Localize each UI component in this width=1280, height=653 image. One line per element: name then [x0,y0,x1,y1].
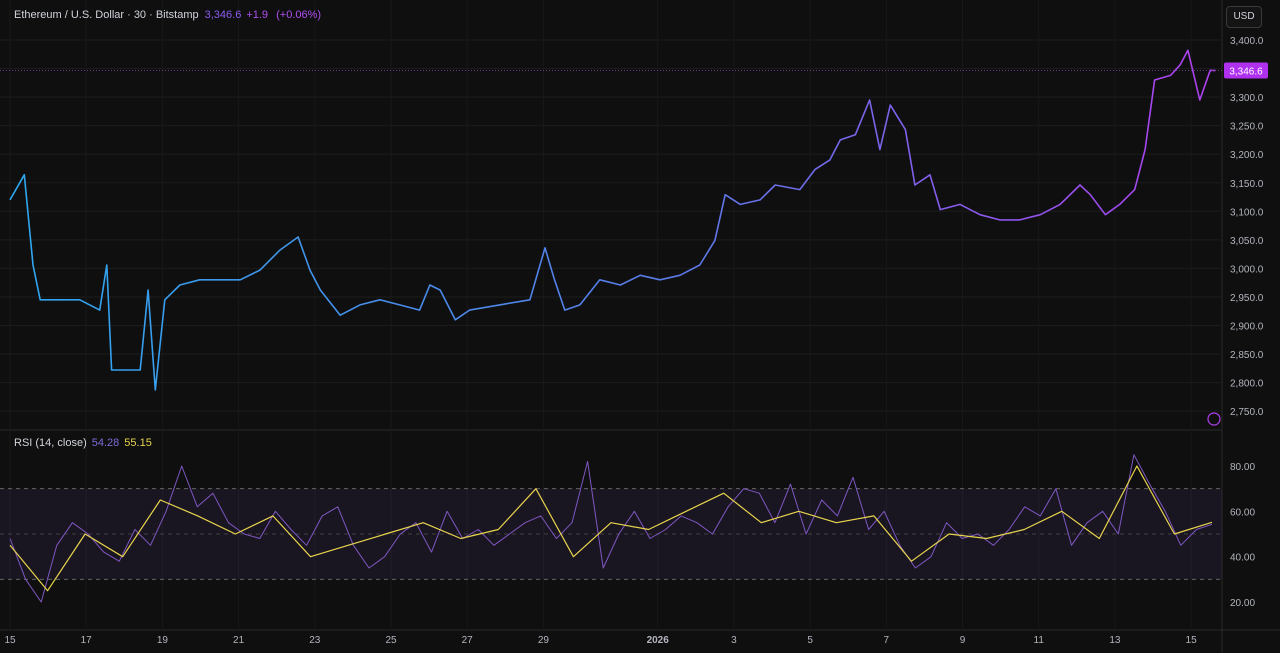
rsi-tick-label: 40.00 [1230,553,1255,564]
time-tick-label: 15 [4,635,16,646]
time-tick-label: 23 [309,635,321,646]
time-tick-label: 29 [538,635,550,646]
time-tick-label: 5 [807,635,813,646]
time-tick-label: 21 [233,635,245,646]
price-change-pct: (+0.06%) [276,9,322,21]
rsi-value: 54.28 [91,437,120,449]
time-tick-label: 19 [157,635,169,646]
time-tick-label: 27 [462,635,474,646]
symbol-legend: Ethereum / U.S. Dollar · 30 · Bitstamp 3,… [14,9,321,21]
time-tick-label: 9 [960,635,966,646]
rsi-ma-value: 55.15 [124,437,152,449]
time-tick-label: 11 [1034,635,1045,646]
rsi-legend: RSI (14, close) 54.28 55.15 [14,437,152,449]
rsi-line [9,454,1213,603]
rsi-tick-label: 20.00 [1230,598,1255,609]
price-tick-label: 2,950.0 [1230,293,1264,304]
price-tick-label: 2,850.0 [1230,350,1264,361]
time-tick-label: 25 [385,635,397,646]
time-tick-label: 15 [1186,635,1198,646]
price-tick-label: 3,150.0 [1230,179,1264,190]
price-tick-label: 2,900.0 [1230,322,1264,333]
price-tick-label: 3,250.0 [1230,122,1264,133]
time-tick-label: 17 [81,635,93,646]
time-tick-label: 3 [731,635,737,646]
rsi-tick-label: 60.00 [1230,507,1255,518]
price-tick-label: 3,300.0 [1230,93,1264,104]
price-tick-label: 2,800.0 [1230,379,1264,390]
last-price-tag-text: 3,346.6 [1229,66,1263,77]
last-price-tag [1224,62,1268,79]
rsi-ma-line [9,465,1213,592]
time-tick-label: 2026 [647,635,670,646]
price-tick-label: 2,750.0 [1230,407,1264,418]
time-tick-label: 7 [884,635,890,646]
rsi-tick-label: 80.00 [1230,462,1255,473]
price-line [9,49,1216,391]
rsi-title: RSI (14, close) [14,437,87,449]
price-tick-label: 3,050.0 [1230,236,1264,247]
lightning-icon [1207,412,1221,426]
price-tick-label: 3,200.0 [1230,150,1264,161]
price-change: +1.9 [246,9,269,21]
price-tick-label: 3,400.0 [1230,36,1264,47]
price-tick-label: 3,000.0 [1230,264,1264,275]
symbol-title: Ethereum / U.S. Dollar · 30 · Bitstamp [14,9,199,21]
time-tick-label: 13 [1109,635,1121,646]
currency-button[interactable]: USD [1226,6,1262,28]
last-price: 3,346.6 [204,9,242,21]
price-tick-label: 3,100.0 [1230,207,1264,218]
